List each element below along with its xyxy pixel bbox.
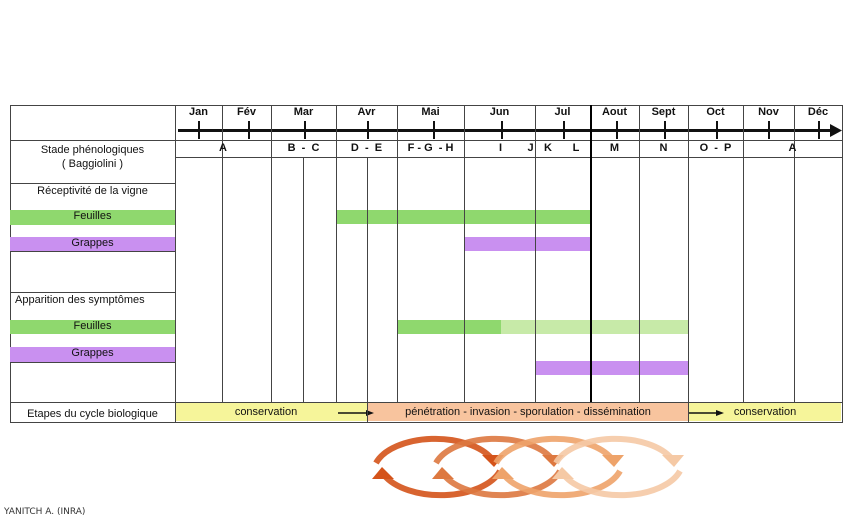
- row-divider: [10, 292, 175, 293]
- stage-label: A: [788, 142, 797, 154]
- grappes-symptom-label: Grappes: [10, 347, 175, 362]
- column-divider: [367, 402, 368, 422]
- cycle-arrow-icon: [552, 435, 684, 499]
- row-divider: [10, 251, 175, 252]
- receptivite-grappes-bar: [464, 237, 590, 251]
- phase-infection: pénétration - invasion - sporulation - d…: [368, 403, 688, 421]
- column-divider: [464, 105, 465, 402]
- column-divider: [397, 105, 398, 402]
- column-divider: [222, 105, 223, 402]
- row-divider: [10, 402, 842, 403]
- column-divider: [175, 105, 176, 422]
- column-divider: [590, 105, 592, 402]
- grappes-label: Grappes: [10, 237, 175, 251]
- stage-label: D - E: [350, 142, 383, 154]
- column-divider: [688, 402, 689, 422]
- month-label: Sept: [651, 106, 676, 118]
- axis-tick: [563, 121, 565, 139]
- apparition-label: Apparition des symptômes: [15, 294, 145, 306]
- cycle-arrow-icon: [432, 435, 564, 499]
- axis-tick: [768, 121, 770, 139]
- stage-label: I: [498, 142, 503, 154]
- column-divider: [688, 105, 689, 402]
- cycle-arrow-icon: [372, 435, 504, 499]
- month-label: Avr: [357, 106, 376, 118]
- stage-label: L: [572, 142, 580, 154]
- row-divider: [175, 157, 842, 158]
- column-divider: [303, 157, 304, 402]
- stage-label: O - P: [699, 142, 732, 154]
- axis-tick: [367, 121, 369, 139]
- credit-text: YANITCH A. (INRA): [4, 507, 86, 517]
- axis-tick: [664, 121, 666, 139]
- column-divider: [336, 105, 337, 402]
- column-divider: [535, 105, 536, 402]
- axis-tick: [198, 121, 200, 139]
- phase-label: conservation: [234, 406, 298, 418]
- symptomes-feuilles-bar: [397, 320, 501, 334]
- month-label: Nov: [758, 106, 779, 118]
- month-label: Jul: [554, 106, 571, 118]
- row-divider: [10, 183, 175, 184]
- row-divider: [10, 140, 842, 141]
- feuilles-label: Feuilles: [10, 210, 175, 225]
- axis-tick: [501, 121, 503, 139]
- column-divider: [271, 105, 272, 402]
- stage-label: J: [527, 142, 534, 154]
- stage-label: B - C: [287, 142, 320, 154]
- stage-label: K: [544, 142, 552, 154]
- stage-label: A: [219, 142, 227, 154]
- cycle-arrows-graphic: [372, 435, 684, 499]
- symptomes-grappes-bar: [535, 361, 688, 375]
- month-label: Fév: [237, 106, 256, 118]
- stade-label: Stade phénologiques: [40, 144, 145, 156]
- month-label: Jan: [189, 106, 208, 118]
- month-label: Mai: [421, 106, 440, 118]
- cycle-arrow-icon: [492, 435, 624, 499]
- axis-tick: [433, 121, 435, 139]
- time-axis: [178, 129, 834, 132]
- stage-label: M: [609, 142, 620, 154]
- arrow-right-icon: [338, 410, 374, 416]
- row-divider: [10, 362, 175, 363]
- phase-conservation-1: conservation: [175, 403, 367, 421]
- month-label: Déc: [807, 106, 829, 118]
- table-border: [10, 105, 843, 423]
- month-label: Jun: [489, 106, 510, 118]
- feuilles-symptom-label: Feuilles: [10, 320, 175, 334]
- axis-arrow-icon: [830, 124, 842, 137]
- arrow-right-icon: [688, 410, 724, 416]
- receptivite-feuilles-bar: [336, 210, 590, 224]
- axis-tick: [818, 121, 820, 139]
- month-label: Oct: [706, 106, 725, 118]
- column-divider: [794, 105, 795, 402]
- month-label: Mar: [293, 106, 314, 118]
- axis-tick: [616, 121, 618, 139]
- month-label: Aout: [601, 106, 628, 118]
- stage-label: N: [659, 142, 668, 154]
- etapes-label: Etapes du cycle biologique: [27, 408, 158, 420]
- phase-conservation-2: conservation: [689, 403, 841, 421]
- axis-tick: [248, 121, 250, 139]
- stage-label: F - G - H: [407, 142, 454, 154]
- axis-tick: [304, 121, 306, 139]
- column-divider: [367, 157, 368, 402]
- symptomes-feuilles-light-bar: [501, 320, 688, 334]
- column-divider: [743, 105, 744, 402]
- stade-sub-label: ( Baggiolini ): [61, 158, 124, 170]
- receptivite-label: Réceptivité de la vigne: [37, 185, 148, 197]
- axis-tick: [716, 121, 718, 139]
- column-divider: [639, 105, 640, 402]
